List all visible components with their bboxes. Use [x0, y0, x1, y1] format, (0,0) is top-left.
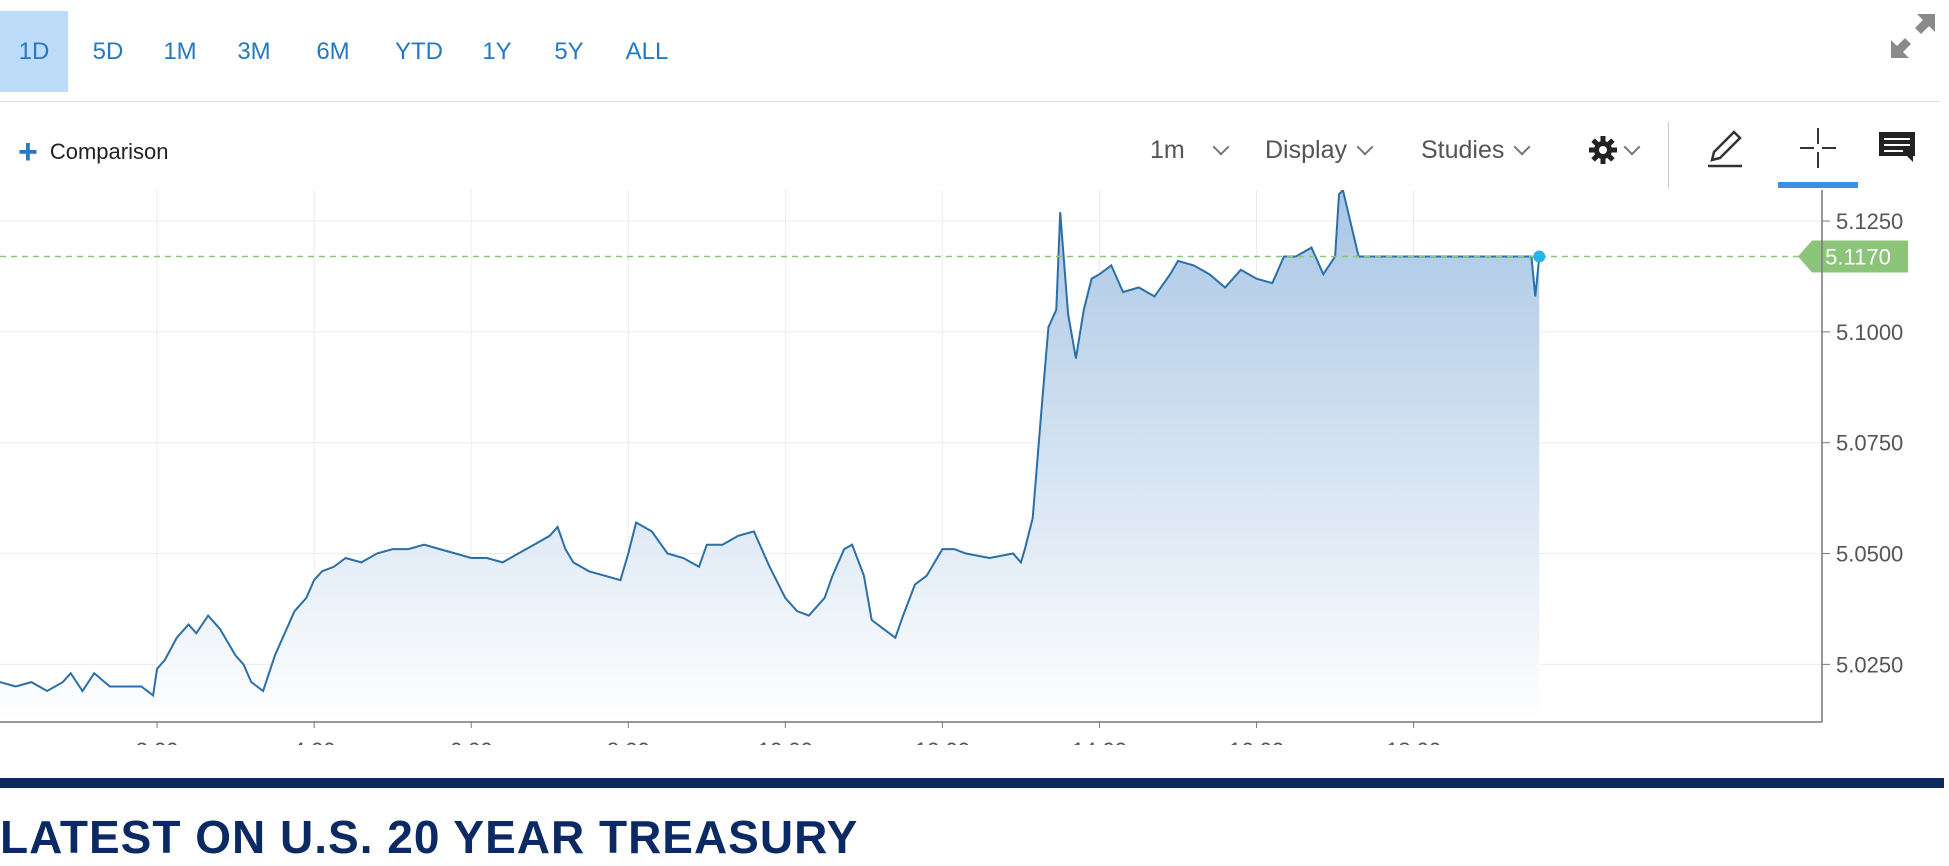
- chart-toolbar: + Comparison 1m Display Studies: [0, 102, 1940, 192]
- x-tick-label: 12:00: [915, 738, 970, 745]
- plus-icon: +: [18, 133, 38, 171]
- x-tick-label: 14:00: [1072, 738, 1127, 745]
- crosshair-active-indicator: [1778, 182, 1858, 188]
- range-tab-5d[interactable]: 5D: [92, 38, 124, 65]
- range-tab-bar: 1D 5D 1M 3M 6M YTD 1Y 5Y ALL: [0, 0, 1940, 102]
- chart-axes: 2:00 4:00 6:00 8:00 10:00 12:00 14:00 16:00 18:0…: [0, 190, 1903, 745]
- current-value-label: 5.1170: [1825, 245, 1891, 270]
- range-tab-6m[interactable]: 6M: [316, 38, 350, 65]
- display-dropdown[interactable]: Display: [1265, 130, 1374, 170]
- section-divider: [0, 778, 1944, 788]
- chevron-down-icon: [1212, 138, 1230, 156]
- expand-icon[interactable]: [1887, 10, 1939, 62]
- range-tab-1m[interactable]: 1M: [163, 38, 197, 65]
- crosshair-icon[interactable]: [1793, 124, 1843, 172]
- y-tick-label: 5.0500: [1836, 542, 1903, 567]
- studies-dropdown[interactable]: Studies: [1421, 130, 1531, 170]
- display-label: Display: [1265, 135, 1347, 164]
- comment-icon[interactable]: [1873, 124, 1923, 172]
- settings-dropdown[interactable]: [1588, 130, 1641, 170]
- range-tab-3m[interactable]: 3M: [237, 38, 271, 65]
- draw-pencil-icon[interactable]: [1700, 124, 1750, 172]
- settings-gear-icon: [1589, 136, 1617, 164]
- x-tick-label: 2:00: [136, 738, 179, 745]
- range-tab-ytd[interactable]: YTD: [395, 38, 443, 65]
- current-value-marker: 5.1170: [0, 240, 1908, 273]
- x-tick-label: 4:00: [293, 738, 336, 745]
- range-tab-1d[interactable]: 1D: [0, 11, 68, 92]
- range-tab-5y[interactable]: 5Y: [554, 38, 584, 65]
- x-tick-label: 6:00: [450, 738, 493, 745]
- y-tick-label: 5.1000: [1836, 320, 1903, 345]
- comparison-label: Comparison: [49, 139, 169, 164]
- yield-area-chart[interactable]: 5.1170 2:00 4:00 6:00 8:00 10:00 12:00 14:00 16…: [0, 190, 1949, 745]
- current-value-dot: [1533, 250, 1546, 263]
- chevron-down-icon: [1356, 138, 1374, 156]
- x-tick-label: 10:00: [758, 738, 813, 745]
- x-tick-label: 16:00: [1229, 738, 1284, 745]
- x-tick-label: 18:00: [1386, 738, 1441, 745]
- interval-label: 1m: [1150, 135, 1185, 164]
- series-area-fill: [0, 190, 1540, 722]
- chevron-down-icon: [1623, 138, 1641, 156]
- toolbar-divider: [1668, 122, 1669, 188]
- y-tick-label: 5.0250: [1836, 652, 1903, 677]
- current-value-tag: [1798, 240, 1908, 273]
- interval-dropdown[interactable]: 1m: [1150, 130, 1230, 170]
- x-tick-label: 8:00: [607, 738, 650, 745]
- y-tick-label: 5.1250: [1836, 209, 1903, 234]
- studies-label: Studies: [1421, 135, 1505, 164]
- y-tick-label: 5.0750: [1836, 431, 1903, 456]
- chevron-down-icon: [1513, 138, 1531, 156]
- range-tab-1y[interactable]: 1Y: [482, 38, 512, 65]
- range-tab-all[interactable]: ALL: [625, 38, 669, 65]
- series-line: [0, 190, 1541, 698]
- comparison-button[interactable]: + Comparison: [18, 133, 169, 171]
- section-heading: LATEST ON U.S. 20 YEAR TREASURY: [0, 811, 859, 863]
